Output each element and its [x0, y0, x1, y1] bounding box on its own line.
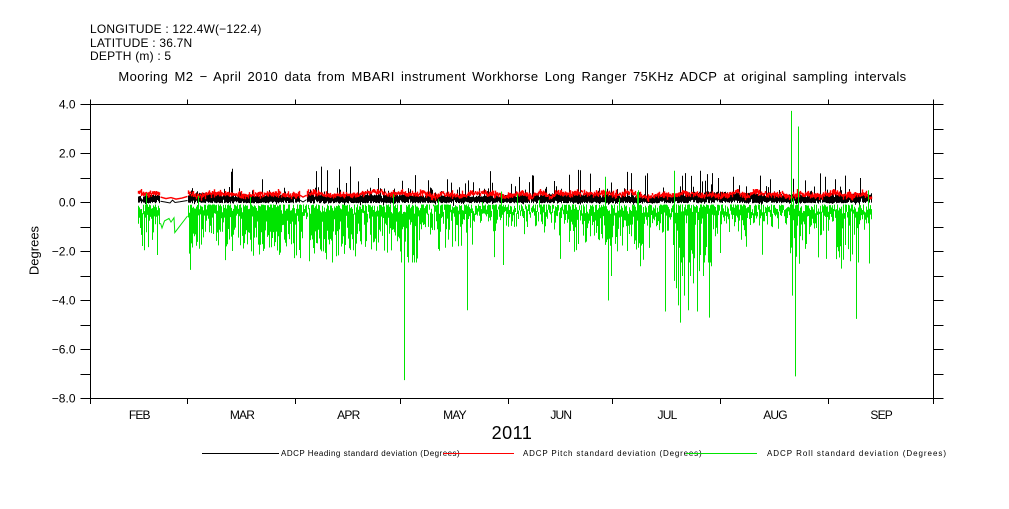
- svg-text:AUG: AUG: [763, 408, 787, 422]
- svg-text:−6.0: −6.0: [52, 343, 76, 357]
- svg-text:MAR: MAR: [230, 408, 255, 422]
- svg-text:−4.0: −4.0: [52, 294, 76, 308]
- svg-text:2.0: 2.0: [59, 147, 76, 161]
- svg-text:FEB: FEB: [129, 408, 151, 422]
- svg-text:APR: APR: [337, 408, 360, 422]
- svg-text:0.0: 0.0: [59, 196, 76, 210]
- svg-text:−2.0: −2.0: [52, 245, 76, 259]
- svg-text:JUL: JUL: [658, 408, 678, 422]
- svg-text:MAY: MAY: [443, 408, 467, 422]
- svg-text:JUN: JUN: [550, 408, 571, 422]
- svg-text:−8.0: −8.0: [52, 392, 76, 406]
- svg-text:4.0: 4.0: [59, 98, 76, 112]
- svg-text:SEP: SEP: [870, 408, 892, 422]
